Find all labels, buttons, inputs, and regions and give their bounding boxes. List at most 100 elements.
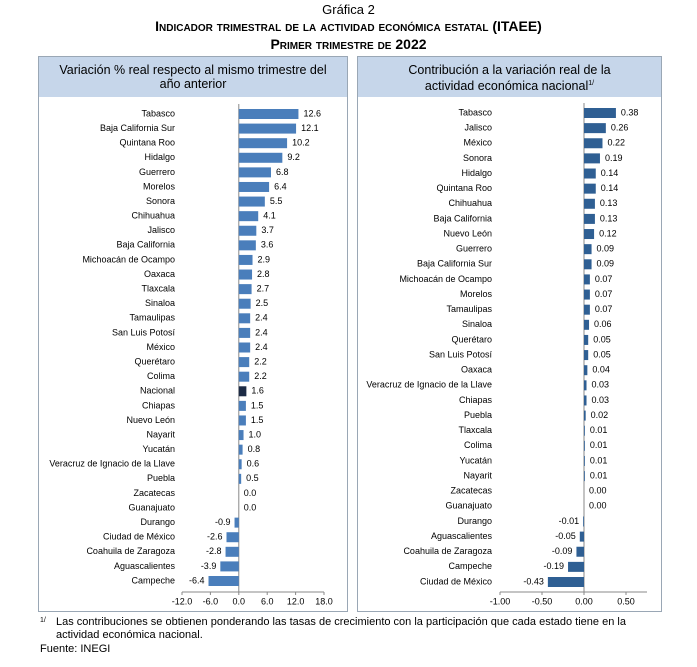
- category-label: Oaxaca: [144, 269, 175, 279]
- category-label: Yucatán: [459, 455, 492, 465]
- category-label: Nayarit: [463, 470, 492, 480]
- category-label: Veracruz de Ignacio de la Llave: [366, 380, 492, 390]
- value-label: 3.6: [261, 240, 274, 250]
- bar: [584, 395, 587, 406]
- source: Fuente: INEGI: [40, 643, 111, 655]
- category-label: San Luis Potosí: [429, 349, 493, 359]
- bar: [584, 365, 588, 376]
- bar: [238, 342, 251, 353]
- footnote-text: Las contribuciones se obtienen ponderand…: [56, 616, 626, 641]
- bar: [238, 284, 252, 295]
- value-label: 0.14: [601, 168, 619, 178]
- bar: [238, 269, 253, 280]
- category-label: Durango: [457, 516, 492, 526]
- footnote-marker: 1/: [40, 617, 46, 624]
- value-label: -0.05: [555, 531, 576, 541]
- bar: [234, 517, 239, 528]
- value-label: 2.2: [254, 371, 267, 381]
- x-tick-label: 0.0: [233, 596, 246, 606]
- value-label: 1.0: [249, 429, 262, 439]
- bar: [238, 138, 288, 149]
- value-label: 0.01: [590, 470, 608, 480]
- bar: [584, 319, 590, 330]
- value-label: 12.1: [301, 123, 319, 133]
- bar: [220, 561, 239, 572]
- category-label: Querétaro: [451, 334, 492, 344]
- panel-frame: [38, 56, 348, 612]
- value-label: 2.4: [255, 342, 268, 352]
- value-label: 0.12: [599, 228, 617, 238]
- category-label: Jalisco: [464, 123, 492, 133]
- bar: [584, 471, 585, 482]
- value-label: 0.38: [621, 107, 639, 117]
- category-label: Baja California: [433, 213, 492, 223]
- bar: [238, 327, 251, 338]
- value-label: 0.07: [595, 274, 613, 284]
- bar: [584, 153, 600, 164]
- category-label: Coahuila de Zaragoza: [403, 546, 492, 556]
- subtitle: Primer trimestre de 2022: [270, 36, 427, 52]
- panel-heading: Contribución a la variación real de la a…: [358, 57, 661, 97]
- category-label: Colima: [464, 440, 492, 450]
- bar: [584, 289, 590, 300]
- value-label: 0.03: [592, 395, 610, 405]
- value-label: 0.01: [590, 455, 608, 465]
- bar: [568, 561, 584, 572]
- category-label: Baja California Sur: [100, 123, 175, 133]
- value-label: -2.8: [206, 546, 222, 556]
- value-label: 0.14: [601, 183, 619, 193]
- category-label: Hidalgo: [144, 152, 175, 162]
- value-label: 0.07: [595, 289, 613, 299]
- value-label: -2.6: [207, 532, 223, 542]
- title-note: 1/: [588, 80, 595, 87]
- value-label: 0.13: [600, 198, 618, 208]
- bar: [238, 444, 243, 455]
- category-label: Hidalgo: [461, 168, 492, 178]
- category-label: Tabasco: [458, 107, 492, 117]
- bar: [238, 240, 256, 251]
- category-label: Morelos: [460, 289, 493, 299]
- bar: [584, 380, 587, 391]
- bar: [579, 531, 584, 542]
- value-label: 0.0: [244, 502, 257, 512]
- value-label: 2.8: [257, 269, 270, 279]
- category-label: Chihuahua: [448, 198, 492, 208]
- bar: [584, 304, 590, 315]
- category-label: Tamaulipas: [129, 313, 175, 323]
- category-label: Guanajuato: [128, 502, 175, 512]
- bar: [238, 181, 270, 192]
- value-label: 0.01: [590, 440, 608, 450]
- bar: [238, 357, 250, 368]
- value-label: -0.09: [552, 546, 573, 556]
- bar: [238, 386, 247, 397]
- value-label: 1.6: [251, 386, 264, 396]
- value-label: 2.9: [258, 254, 271, 264]
- value-label: 0.05: [593, 349, 611, 359]
- bar: [584, 425, 585, 436]
- value-label: 0.8: [248, 444, 261, 454]
- panel-title: Contribución a la variación real de la a…: [408, 63, 611, 94]
- bar: [584, 259, 592, 270]
- bar: [238, 225, 257, 236]
- bar: [208, 576, 239, 586]
- category-label: Nayarit: [146, 429, 175, 439]
- value-label: 0.6: [247, 459, 260, 469]
- value-label: 0.22: [607, 138, 625, 148]
- bar: [584, 274, 590, 285]
- bar: [238, 430, 244, 441]
- value-label: 12.6: [303, 108, 321, 118]
- bar: [584, 168, 596, 179]
- category-label: México: [463, 138, 492, 148]
- category-label: Aguascalientes: [114, 561, 176, 571]
- bar: [238, 109, 299, 119]
- value-label: 0.5: [246, 473, 259, 483]
- category-label: Baja California Sur: [417, 259, 492, 269]
- value-label: 0.02: [591, 410, 609, 420]
- x-tick-label: -12.0: [172, 596, 193, 606]
- value-label: 2.5: [256, 298, 269, 308]
- bar: [238, 313, 251, 324]
- bar: [584, 229, 595, 240]
- category-label: Ciudad de México: [420, 576, 492, 586]
